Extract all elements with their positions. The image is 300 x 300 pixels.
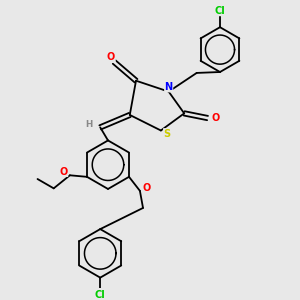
Text: O: O: [211, 113, 220, 123]
Text: O: O: [142, 183, 151, 193]
Text: N: N: [165, 82, 173, 92]
Text: H: H: [86, 120, 93, 129]
Text: O: O: [107, 52, 115, 62]
Text: Cl: Cl: [95, 290, 106, 300]
Text: O: O: [59, 167, 68, 177]
Text: S: S: [164, 129, 171, 139]
Text: Cl: Cl: [214, 6, 225, 16]
